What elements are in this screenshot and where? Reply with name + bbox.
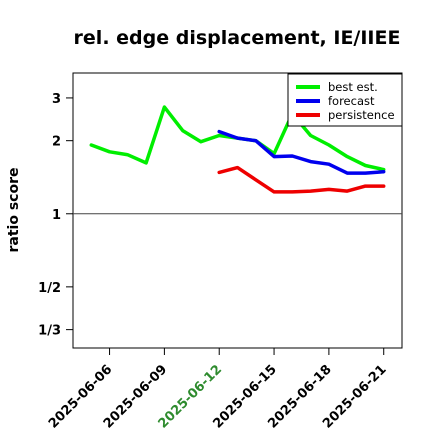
series-line-persistence xyxy=(217,165,386,194)
y-tick-label: 1 xyxy=(52,208,61,223)
legend-label: best est. xyxy=(328,80,378,94)
y-tick-label: 2 xyxy=(52,135,61,150)
y-tick-label: 3 xyxy=(52,92,61,107)
series-line-forecast xyxy=(217,129,386,175)
chart-title: rel. edge displacement, IE/IIEE xyxy=(74,27,401,49)
legend-label: persistence xyxy=(328,108,395,122)
plot-area: 3211/21/32025-06-062025-06-092025-06-122… xyxy=(38,72,403,432)
y-tick-label: 1/3 xyxy=(38,324,61,339)
y-axis-label: ratio score xyxy=(6,168,22,253)
y-tick-label: 1/2 xyxy=(38,281,61,296)
plot-frame xyxy=(72,72,403,349)
legend-label: forecast xyxy=(328,94,375,108)
